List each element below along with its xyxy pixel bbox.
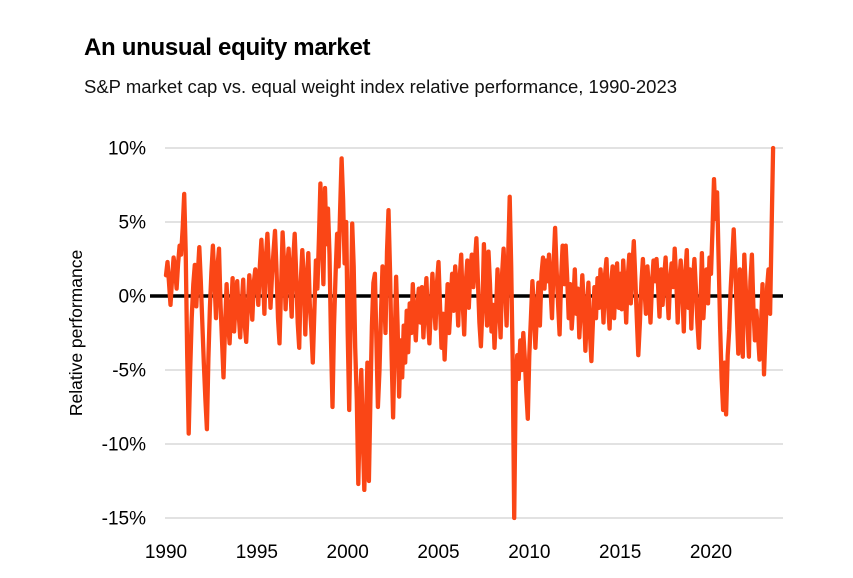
- x-tick-label: 2000: [327, 542, 369, 563]
- y-tick-label: -5%: [112, 361, 146, 382]
- y-tick-label: -15%: [102, 509, 146, 530]
- x-tick-label: 2010: [508, 542, 550, 563]
- chart-subtitle: S&P market cap vs. equal weight index re…: [84, 76, 678, 97]
- chart-title: An unusual equity market: [84, 34, 371, 61]
- x-tick-label: 1995: [236, 542, 278, 563]
- performance-line: [163, 145, 776, 521]
- x-tick-label: 2020: [690, 542, 732, 563]
- y-tick-label: -10%: [102, 435, 146, 456]
- y-tick-label: 10%: [108, 139, 146, 160]
- y-axis-title: Relative performance: [66, 250, 86, 416]
- x-tick-label: 2005: [417, 542, 459, 563]
- x-tick-label: 1990: [145, 542, 187, 563]
- y-tick-label: 0%: [119, 287, 147, 308]
- y-tick-label: 5%: [119, 213, 147, 234]
- x-tick-label: 2015: [599, 542, 641, 563]
